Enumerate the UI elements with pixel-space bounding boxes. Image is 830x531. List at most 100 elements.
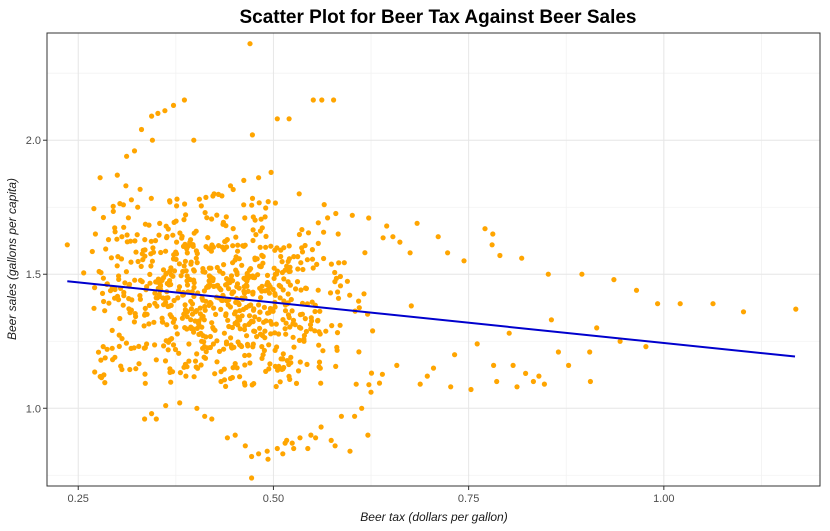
scatter-point: [274, 245, 280, 251]
scatter-point: [230, 186, 236, 193]
scatter-point: [541, 381, 548, 387]
scatter-point: [263, 205, 269, 211]
scatter-point: [133, 313, 139, 320]
scatter-point: [224, 244, 230, 250]
scatter-point: [116, 343, 122, 349]
scatter-point: [254, 334, 260, 340]
scatter-point: [142, 345, 148, 351]
scatter-point: [164, 322, 170, 328]
scatter-point: [414, 220, 420, 226]
scatter-point: [193, 255, 199, 261]
scatter-point: [216, 243, 222, 249]
scatter-point: [183, 212, 189, 218]
scatter-point: [333, 210, 339, 217]
scatter-point: [148, 263, 154, 269]
scatter-point: [261, 319, 267, 325]
scatter-point: [268, 243, 274, 249]
scatter-point: [259, 344, 265, 350]
scatter-point: [317, 331, 323, 337]
scatter-point: [579, 271, 585, 277]
scatter-point: [284, 358, 290, 364]
scatter-point: [296, 231, 302, 238]
scatter-point: [233, 299, 239, 305]
scatter-point: [118, 256, 125, 262]
scatter-point: [193, 364, 199, 370]
scatter-point: [102, 308, 108, 314]
scatter-point: [187, 239, 193, 245]
scatter-point: [249, 453, 255, 460]
scatter-point: [227, 183, 234, 189]
scatter-point: [335, 295, 342, 301]
scatter-point: [251, 328, 257, 334]
scatter-point: [170, 342, 177, 348]
scatter-point: [241, 288, 247, 294]
scatter-point: [555, 349, 562, 355]
scatter-point: [137, 293, 143, 299]
scatter-point: [181, 263, 187, 269]
scatter-point: [127, 366, 133, 373]
scatter-point: [192, 358, 199, 364]
scatter-point: [119, 366, 125, 373]
scatter-point: [132, 238, 138, 244]
scatter-point: [242, 276, 249, 283]
scatter-point: [223, 341, 230, 347]
scatter-point: [349, 212, 355, 218]
scatter-point: [362, 250, 368, 256]
panel-border: [46, 32, 821, 487]
scatter-point: [100, 275, 106, 281]
scatter-point: [110, 357, 116, 363]
scatter-point: [165, 339, 172, 345]
scatter-point: [95, 349, 102, 355]
scatter-point: [204, 215, 210, 221]
scatter-point: [123, 269, 129, 275]
scatter-point: [329, 323, 335, 329]
scatter-point: [116, 273, 122, 279]
scatter-point: [106, 300, 112, 306]
scatter-point: [234, 319, 240, 325]
scatter-point: [200, 297, 206, 303]
scatter-point: [643, 344, 649, 350]
scatter-point: [120, 302, 126, 308]
scatter-point: [159, 277, 165, 283]
scatter-point: [220, 270, 226, 276]
scatter-point: [139, 251, 145, 257]
scatter-point: [153, 416, 159, 422]
scatter-point: [445, 250, 451, 256]
scatter-point: [235, 248, 241, 254]
scatter-point: [216, 348, 223, 354]
scatter-point: [184, 250, 190, 256]
scatter-point: [312, 328, 318, 334]
scatter-point: [201, 339, 207, 345]
scatter-point: [241, 284, 247, 290]
scatter-point: [356, 298, 362, 304]
scatter-point: [318, 424, 324, 430]
scatter-point: [240, 306, 247, 312]
scatter-point: [278, 247, 284, 253]
scatter-point: [229, 374, 235, 381]
scatter-point: [242, 215, 248, 221]
scatter-point: [109, 327, 115, 333]
scatter-point: [296, 191, 302, 197]
scatter-point: [213, 311, 219, 317]
scatter-point: [165, 295, 171, 301]
scatter-point: [242, 352, 248, 359]
scatter-point: [263, 244, 269, 250]
scatter-point: [168, 379, 174, 385]
scatter-point: [161, 302, 167, 308]
scatter-point: [288, 296, 294, 303]
scatter-point: [611, 277, 617, 283]
scatter-point: [295, 266, 301, 272]
scatter-point: [136, 343, 142, 349]
scatter-point: [242, 382, 248, 388]
scatter-point: [233, 234, 239, 240]
scatter-point: [287, 282, 293, 288]
scatter-point: [133, 366, 139, 372]
scatter-point: [379, 371, 385, 377]
scatter-point: [167, 199, 173, 205]
scatter-point: [231, 344, 237, 350]
scatter-point: [266, 366, 272, 372]
x-tick-label: 1.00: [653, 493, 674, 505]
y-tick-label: 2.0: [26, 135, 41, 147]
scatter-point: [308, 432, 314, 438]
scatter-point: [141, 323, 147, 329]
